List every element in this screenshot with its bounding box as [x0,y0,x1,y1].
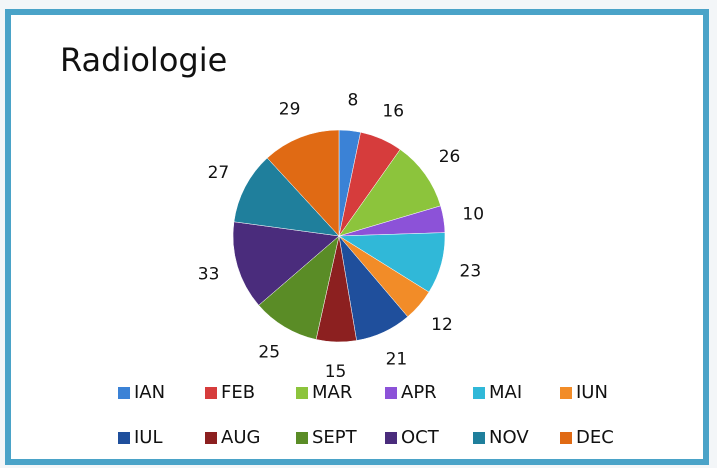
legend-swatch [296,387,308,399]
legend-swatch [560,432,572,444]
legend-swatch [560,387,572,399]
legend-label: IAN [134,382,165,403]
legend-swatch [118,387,130,399]
legend-label: DEC [576,427,614,448]
legend-label: SEPT [312,427,358,448]
legend-swatch [473,432,485,444]
legend-swatch [473,387,485,399]
data-label: 27 [208,163,230,183]
chart-title: Radiologie [60,41,227,79]
data-label: 21 [386,349,408,369]
pie-slice [232,221,340,306]
legend-swatch [296,432,308,444]
data-label: 26 [439,147,461,167]
legend-label: MAR [312,382,352,403]
legend-label: AUG [221,427,260,448]
data-label: 33 [198,265,220,285]
legend-label: IUN [576,382,608,403]
pie-slice [233,157,340,237]
legend-swatch [118,432,130,444]
data-label: 12 [431,315,453,335]
legend-swatch [385,432,397,444]
pie-slice [338,149,441,237]
legend-label: OCT [401,427,440,448]
data-label: 25 [258,343,280,363]
legend-swatch [385,387,397,399]
legend-label: IUL [134,427,163,448]
data-label: 8 [348,91,359,111]
legend-label: FEB [221,382,255,403]
legend-swatch [205,387,217,399]
data-label: 29 [279,99,301,119]
data-label: 16 [382,101,404,121]
data-label: 10 [462,204,484,224]
legend-label: NOV [489,427,529,448]
data-label: 23 [460,261,482,281]
legend-swatch [205,432,217,444]
pie-slice [266,129,340,237]
data-label: 15 [325,362,347,382]
legend-label: APR [401,382,437,403]
legend-label: MAI [489,382,522,403]
